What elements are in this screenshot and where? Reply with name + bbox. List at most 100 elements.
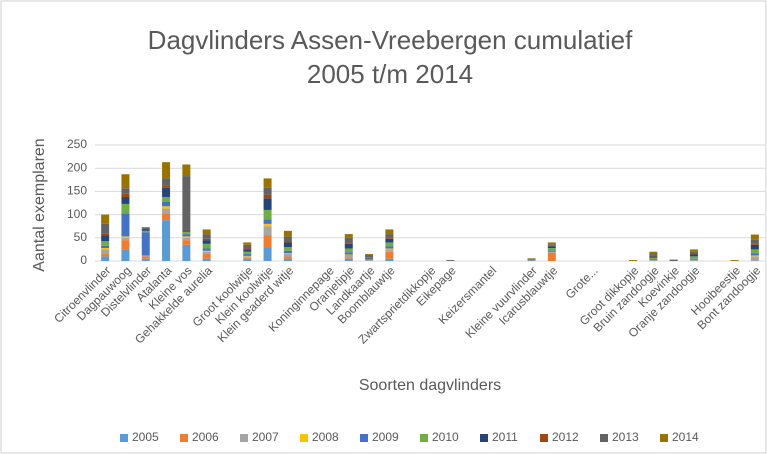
- legend-label: 2005: [132, 430, 159, 444]
- bar-segment: [202, 243, 211, 249]
- chart-title: Dagvlinders Assen-Vreebergen cumulatief: [148, 25, 633, 55]
- bar-segment: [283, 242, 292, 248]
- bar-segment: [263, 226, 272, 236]
- bar-segment: [344, 257, 353, 259]
- bar-segment: [446, 260, 455, 261]
- y-tick-label: 50: [74, 230, 88, 244]
- bar-segment: [649, 256, 658, 258]
- bar-segment: [263, 219, 272, 224]
- bar-segment: [385, 246, 394, 249]
- legend-swatch: [360, 434, 368, 442]
- bar-segment: [283, 256, 292, 259]
- bar-segment: [243, 242, 252, 245]
- bar-segment: [101, 249, 110, 255]
- bar-segment: [750, 243, 759, 245]
- bar-segment: [162, 178, 171, 186]
- bar-segment: [141, 229, 150, 231]
- bar-segment: [162, 213, 171, 221]
- y-axis-title: Aantal exemplaren: [31, 138, 48, 271]
- bar-segment: [385, 238, 394, 243]
- bar-segment: [243, 244, 252, 249]
- bar-segment: [283, 230, 292, 237]
- bar-segment: [162, 208, 171, 214]
- bar-segment: [283, 241, 292, 243]
- bar-segment: [141, 230, 150, 233]
- bar-segment: [689, 256, 698, 259]
- bar-segment: [263, 209, 272, 220]
- bar-segment: [182, 236, 191, 238]
- bar-segment: [101, 214, 110, 224]
- bar-segment: [162, 187, 171, 197]
- bar-segment: [689, 258, 698, 260]
- bar-segment: [202, 229, 211, 235]
- bar-segment: [385, 229, 394, 235]
- bar-segment: [243, 254, 252, 256]
- bar-segment: [365, 254, 374, 255]
- bar-segment: [283, 250, 292, 254]
- legend-swatch: [600, 434, 608, 442]
- bar-segment: [182, 229, 191, 231]
- bar-segment: [750, 239, 759, 244]
- bar-segment: [750, 255, 759, 257]
- bar-segment: [182, 240, 191, 245]
- bar-segment: [263, 194, 272, 199]
- bar-segment: [202, 258, 211, 261]
- bar-segment: [547, 252, 556, 261]
- bar-segment: [182, 244, 191, 261]
- legend-swatch: [240, 434, 248, 442]
- bar-segment: [162, 185, 171, 188]
- bar-segment: [243, 249, 252, 252]
- bar-segment: [649, 259, 658, 261]
- bar-segment: [344, 234, 353, 238]
- legend-label: 2014: [672, 430, 699, 444]
- bar-segment: [344, 242, 353, 244]
- y-tick-label: 200: [67, 160, 87, 174]
- bar-segment: [243, 256, 252, 258]
- bar-segment: [385, 242, 394, 247]
- bar-segment: [649, 251, 658, 255]
- bar-segment: [101, 235, 110, 242]
- bar-segment: [750, 249, 759, 254]
- bar-segment: [365, 260, 374, 261]
- legend-swatch: [540, 434, 548, 442]
- bar-segment: [162, 196, 171, 202]
- bar-segment: [121, 203, 130, 214]
- bar-segment: [263, 247, 272, 261]
- bar-segment: [121, 236, 130, 238]
- legend-label: 2013: [612, 430, 639, 444]
- bar-segment: [649, 254, 658, 256]
- x-axis-title: Soorten dagvlinders: [359, 377, 501, 394]
- bar-segment: [344, 243, 353, 249]
- bar-segment: [202, 254, 211, 259]
- bar-segment: [689, 249, 698, 252]
- bar-segment: [547, 248, 556, 251]
- legend-label: 2011: [492, 430, 518, 444]
- bar-segment: [649, 257, 658, 260]
- bar-segment: [202, 250, 211, 252]
- bar-segment: [182, 234, 191, 237]
- bar-segment: [101, 256, 110, 261]
- bar-segment: [121, 237, 130, 241]
- bar-segment: [141, 232, 150, 256]
- bar-segment: [283, 236, 292, 242]
- bar-segment: [243, 258, 252, 261]
- bar-segment: [121, 196, 130, 204]
- bar-segment: [121, 174, 130, 189]
- bar-segment: [121, 188, 130, 194]
- bar-segment: [365, 257, 374, 259]
- bar-segment: [365, 258, 374, 260]
- legend-swatch: [480, 434, 488, 442]
- bar-segment: [730, 260, 739, 261]
- bar-segment: [202, 240, 211, 244]
- bar-segment: [182, 237, 191, 241]
- bar-segment: [689, 251, 698, 255]
- bar-segment: [162, 162, 171, 179]
- bar-segment: [101, 241, 110, 246]
- bar-segment: [263, 187, 272, 195]
- bar-segment: [121, 193, 130, 197]
- bar-segment: [344, 237, 353, 243]
- bar-segment: [121, 213, 130, 237]
- bar-segment: [263, 223, 272, 227]
- bar-segment: [141, 227, 150, 229]
- bar-segment: [547, 246, 556, 249]
